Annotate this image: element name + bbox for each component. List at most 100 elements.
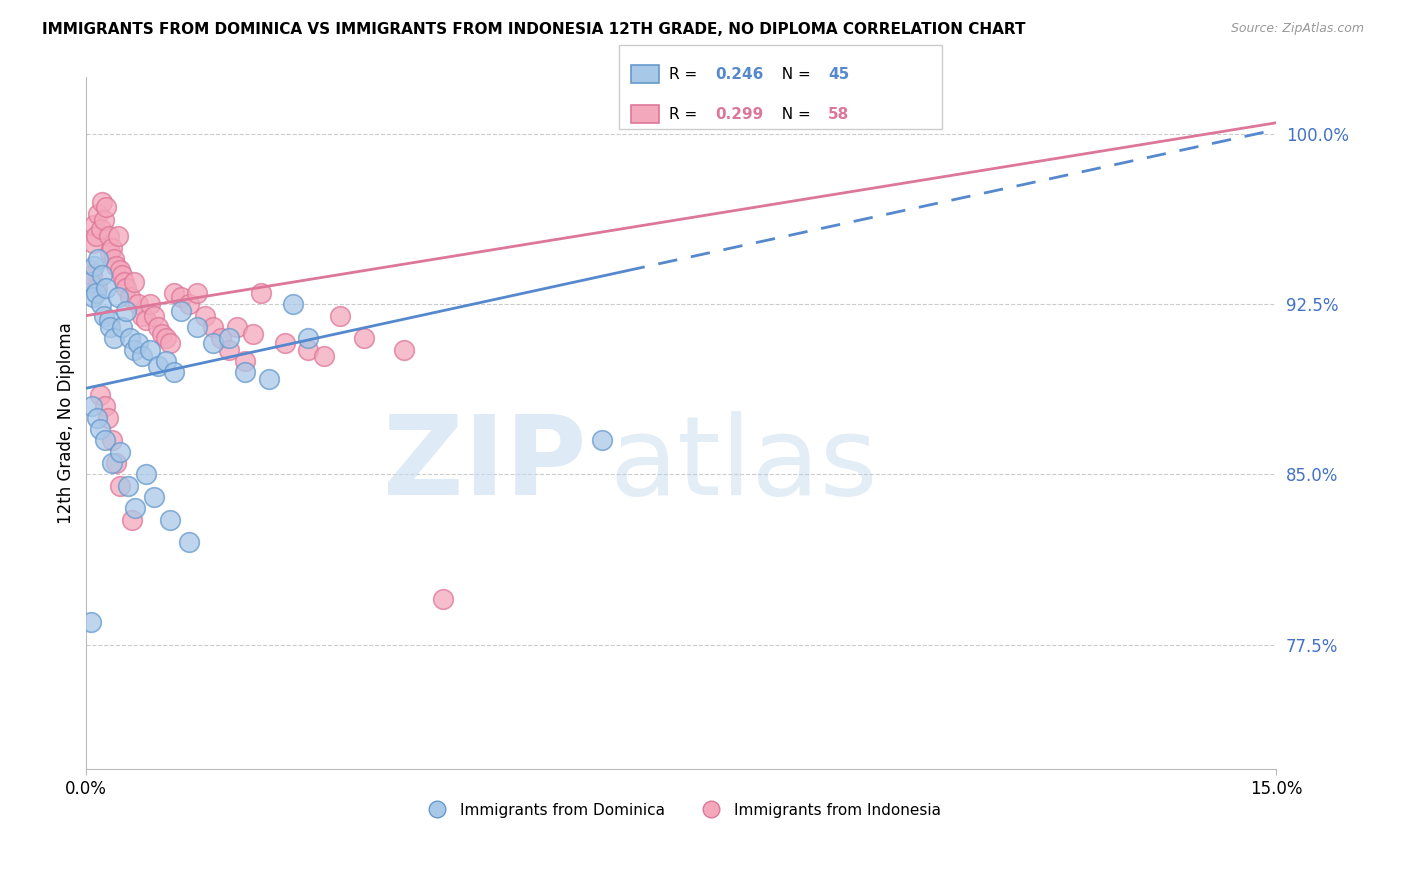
- Text: R =: R =: [669, 106, 703, 121]
- Point: [111, 268, 134, 282]
- Text: N =: N =: [772, 67, 815, 82]
- Point: [100, 456, 122, 470]
- Point: [86, 281, 108, 295]
- Point: [142, 309, 165, 323]
- Point: [91, 268, 114, 282]
- Point: [93, 434, 115, 448]
- Point: [115, 304, 138, 318]
- Point: [117, 479, 139, 493]
- Point: [121, 513, 143, 527]
- Point: [122, 275, 145, 289]
- Point: [101, 434, 124, 448]
- Point: [83, 218, 105, 232]
- Point: [87, 206, 110, 220]
- Point: [82, 290, 104, 304]
- Point: [179, 535, 201, 549]
- Point: [242, 326, 264, 341]
- Point: [170, 290, 193, 304]
- Point: [83, 259, 105, 273]
- Point: [159, 335, 181, 350]
- Point: [110, 479, 132, 493]
- Point: [233, 365, 256, 379]
- Point: [94, 281, 117, 295]
- Point: [170, 304, 193, 318]
- Y-axis label: 12th Grade, No Diploma: 12th Grade, No Diploma: [58, 323, 75, 524]
- Point: [353, 331, 375, 345]
- Point: [249, 285, 271, 300]
- Point: [150, 326, 173, 341]
- Point: [124, 501, 146, 516]
- Point: [127, 297, 149, 311]
- Point: [233, 354, 256, 368]
- Text: N =: N =: [772, 106, 815, 121]
- Point: [329, 309, 352, 323]
- Point: [97, 313, 120, 327]
- Point: [118, 290, 141, 304]
- Text: 58: 58: [828, 106, 849, 121]
- Text: R =: R =: [669, 67, 703, 82]
- Point: [202, 335, 225, 350]
- Point: [108, 444, 131, 458]
- Text: Source: ZipAtlas.com: Source: ZipAtlas.com: [1230, 22, 1364, 36]
- Point: [202, 320, 225, 334]
- Point: [79, 275, 101, 289]
- Point: [93, 400, 115, 414]
- Point: [135, 313, 157, 327]
- Point: [392, 343, 415, 357]
- Point: [118, 331, 141, 345]
- Point: [89, 388, 111, 402]
- Point: [93, 309, 115, 323]
- Point: [103, 331, 125, 345]
- Point: [98, 245, 121, 260]
- Point: [146, 359, 169, 373]
- Point: [297, 343, 319, 357]
- Point: [273, 335, 295, 350]
- Point: [107, 229, 129, 244]
- Point: [97, 229, 120, 244]
- Point: [89, 422, 111, 436]
- Point: [94, 200, 117, 214]
- Point: [226, 320, 249, 334]
- Point: [131, 350, 153, 364]
- Point: [90, 222, 112, 236]
- Point: [139, 343, 162, 357]
- Point: [131, 309, 153, 323]
- Point: [108, 263, 131, 277]
- Point: [104, 456, 127, 470]
- Text: ZIP: ZIP: [382, 411, 586, 518]
- Point: [155, 331, 177, 345]
- Point: [97, 410, 120, 425]
- Point: [115, 281, 138, 295]
- Point: [80, 400, 103, 414]
- Point: [122, 343, 145, 357]
- Point: [314, 350, 336, 364]
- Point: [80, 268, 103, 282]
- Point: [93, 213, 115, 227]
- Point: [105, 259, 128, 273]
- Point: [186, 320, 208, 334]
- Point: [179, 297, 201, 311]
- Point: [107, 290, 129, 304]
- Point: [155, 354, 177, 368]
- Point: [84, 285, 107, 300]
- Point: [79, 263, 101, 277]
- Point: [159, 513, 181, 527]
- Point: [90, 297, 112, 311]
- Text: 45: 45: [828, 67, 849, 82]
- Point: [135, 467, 157, 482]
- Text: 0.246: 0.246: [716, 67, 763, 82]
- Point: [218, 331, 240, 345]
- Point: [100, 241, 122, 255]
- Point: [91, 195, 114, 210]
- Point: [98, 320, 121, 334]
- Point: [112, 275, 135, 289]
- Point: [281, 297, 304, 311]
- Point: [186, 285, 208, 300]
- Point: [162, 365, 184, 379]
- Point: [82, 235, 104, 250]
- Point: [146, 320, 169, 334]
- Point: [139, 297, 162, 311]
- Text: atlas: atlas: [610, 411, 879, 518]
- Text: 0.299: 0.299: [716, 106, 763, 121]
- Point: [84, 229, 107, 244]
